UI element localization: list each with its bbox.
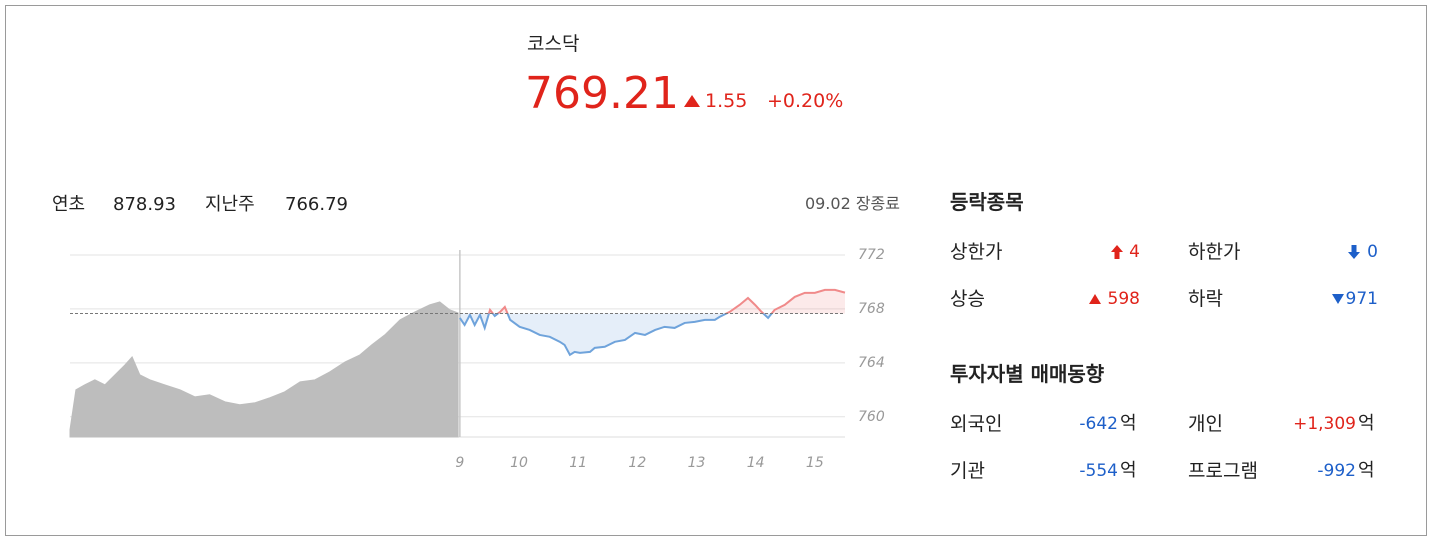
y-tick-label: 772 <box>858 247 885 263</box>
x-tick-label: 10 <box>510 455 528 471</box>
stat-value: 0 <box>1367 242 1378 262</box>
up-line <box>469 288 846 314</box>
summary-label: 연초 <box>52 194 86 215</box>
stat-label: 하한가 <box>1188 241 1241 263</box>
up-area <box>488 289 845 314</box>
x-tick-label: 12 <box>628 455 646 471</box>
frame <box>5 5 1427 536</box>
summary-value: 878.93 <box>113 194 176 215</box>
y-tick-label: 764 <box>858 355 885 371</box>
investor-label: 외국인 <box>950 413 1003 435</box>
x-tick-label: 13 <box>688 455 706 471</box>
x-tick-label: 11 <box>569 455 587 471</box>
index-name: 코스닥 <box>527 33 580 55</box>
summary-label: 지난주 <box>205 194 255 215</box>
investor-value: -554 <box>1079 461 1118 481</box>
unit: 억 <box>1358 460 1375 481</box>
down-triangle <box>1332 294 1344 304</box>
index-price: 769.21 <box>525 68 679 119</box>
y-tick-label: 768 <box>858 301 885 317</box>
investor-value: -642 <box>1079 414 1118 434</box>
stat-label: 하락 <box>1188 288 1223 310</box>
up-triangle <box>684 95 700 107</box>
investor-label: 기관 <box>950 460 985 482</box>
investor-value: +1,309 <box>1293 414 1356 434</box>
stat-value: 598 <box>1107 289 1140 309</box>
investor-label: 프로그램 <box>1188 460 1258 482</box>
investor-value: -992 <box>1317 461 1356 481</box>
change-rate: +0.20% <box>767 90 844 112</box>
stat-label: 상승 <box>950 288 985 310</box>
section-title: 투자자별 매매동향 <box>950 362 1105 386</box>
unit: 억 <box>1120 413 1137 434</box>
limit-up-icon <box>1111 245 1123 259</box>
stat-label: 상한가 <box>950 241 1003 263</box>
section-title: 등락종목 <box>950 190 1024 214</box>
up-triangle <box>1089 294 1101 304</box>
unit: 억 <box>1120 460 1137 481</box>
market-status: 09.02 장종료 <box>804 194 900 213</box>
unit: 억 <box>1358 413 1375 434</box>
stat-value: 971 <box>1345 289 1378 309</box>
x-tick-label: 15 <box>806 455 824 471</box>
down-area <box>459 313 845 355</box>
down-line <box>459 313 773 357</box>
stat-value: 4 <box>1129 242 1140 262</box>
y-tick-label: 760 <box>858 409 885 425</box>
previous-area <box>69 301 459 438</box>
x-tick-label: 14 <box>747 455 765 471</box>
limit-down-icon <box>1348 245 1360 259</box>
x-tick-label: 9 <box>455 455 464 471</box>
change: 1.55 <box>705 90 748 112</box>
summary-value: 766.79 <box>285 194 348 215</box>
investor-label: 개인 <box>1188 413 1223 435</box>
